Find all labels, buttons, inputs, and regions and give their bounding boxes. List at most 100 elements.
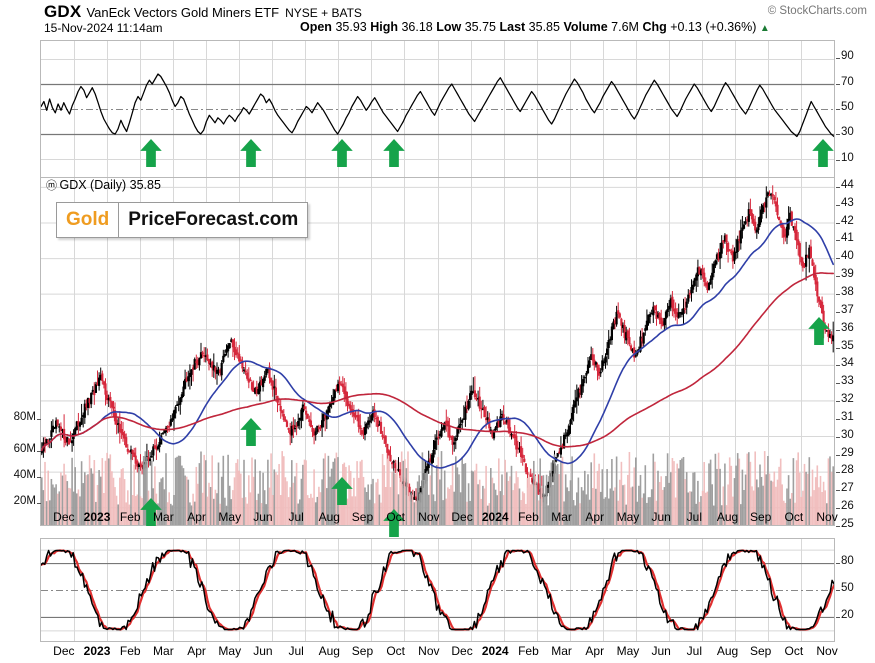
top-ytick-10: 10 — [841, 151, 854, 164]
price-ytick-35: 35 — [841, 339, 854, 352]
price-ytick-40: 40 — [841, 250, 854, 263]
xtick-jun: Jun — [651, 644, 671, 658]
price-ytick-25: 25 — [841, 518, 854, 530]
volume-ytick-40M: 40M — [13, 469, 36, 481]
watermark-brand: Gold — [57, 203, 120, 237]
volume-value: 7.6M — [611, 20, 639, 34]
xtick-oct: Oct — [784, 510, 804, 524]
last-value: 35.85 — [528, 20, 560, 34]
xtick-2023: 2023 — [83, 510, 111, 524]
top-ytick-50: 50 — [841, 101, 854, 113]
series-label-text: GDX (Daily) 35.85 — [59, 178, 161, 192]
xtick-may: May — [218, 644, 242, 658]
volume-ytick-mark — [37, 419, 41, 420]
price-ytick-42: 42 — [841, 214, 854, 227]
top-buy-signal-arrow-5 — [812, 139, 834, 168]
quote-datetime: 15-Nov-2024 11:14am — [44, 21, 163, 35]
top-buy-signal-arrow-1 — [140, 139, 163, 168]
bottom-ytick-mark — [836, 590, 840, 591]
exchange-label: NYSE + BATS — [285, 6, 362, 20]
price-ytick-43: 43 — [841, 196, 854, 209]
price-ytick-32: 32 — [841, 393, 854, 406]
top-ytick-30: 30 — [841, 126, 854, 139]
price-ytick-30: 30 — [841, 428, 854, 441]
xtick-dec: Dec — [53, 510, 75, 524]
top-ytick-mark — [836, 159, 840, 161]
xtick-feb: Feb — [119, 644, 141, 658]
price-ytick-mark — [836, 294, 840, 295]
price-ytick-mark — [836, 365, 840, 367]
chg-value: +0.13 (+0.36%) — [670, 20, 757, 34]
bottom-ytick-mark — [836, 617, 840, 619]
price-ytick-27: 27 — [841, 482, 854, 495]
volume-ytick-mark — [37, 503, 41, 504]
last-label: Last — [499, 20, 526, 34]
xtick-nov: Nov — [418, 644, 440, 658]
price-buy-signal-arrow-5 — [808, 317, 830, 346]
xtick-oct: Oct — [386, 510, 406, 524]
price-ytick-mark — [836, 311, 840, 313]
top-ytick-90: 90 — [841, 50, 854, 63]
xtick-2024: 2024 — [481, 510, 509, 524]
xtick-dec: Dec — [451, 644, 473, 658]
panel-bottom-oscillator — [40, 538, 835, 642]
volume-ytick-mark — [37, 451, 41, 452]
xtick-mar: Mar — [153, 510, 174, 524]
chg-label: Chg — [642, 20, 667, 34]
xtick-jul: Jul — [288, 644, 304, 658]
price-ytick-44: 44 — [841, 178, 854, 191]
price-ytick-mark — [836, 436, 840, 438]
price-ytick-mark — [836, 490, 840, 492]
xtick-feb: Feb — [119, 510, 141, 524]
xtick-2024: 2024 — [481, 644, 509, 658]
xtick-sep: Sep — [351, 644, 374, 658]
xtick-aug: Aug — [716, 644, 739, 658]
symbol-ticker: GDX — [44, 2, 82, 21]
price-buy-signal-arrow-4 — [382, 508, 405, 537]
xtick-may: May — [218, 510, 242, 524]
xtick-may: May — [616, 644, 640, 658]
bottom-ytick-50: 50 — [841, 582, 854, 594]
open-label: Open — [300, 20, 332, 34]
bottom-ytick-20: 20 — [841, 609, 854, 622]
xtick-sep: Sep — [749, 644, 772, 658]
xtick-mar: Mar — [551, 644, 572, 658]
price-buy-signal-arrow-2 — [239, 418, 262, 447]
price-ytick-mark — [836, 508, 840, 510]
price-plot — [41, 178, 834, 525]
price-ytick-mark — [836, 222, 840, 224]
xtick-oct: Oct — [386, 644, 406, 658]
header-title-line: GDX VanEck Vectors Gold Miners ETF NYSE + … — [44, 2, 362, 22]
xtick-2023: 2023 — [83, 644, 111, 658]
price-ytick-26: 26 — [841, 500, 854, 513]
xtick-dec: Dec — [451, 510, 473, 524]
xtick-mar: Mar — [153, 644, 174, 658]
xtick-sep: Sep — [749, 510, 772, 524]
xtick-mar: Mar — [551, 510, 572, 524]
xtick-aug: Aug — [318, 510, 340, 524]
price-buy-signal-arrow-1 — [140, 498, 163, 527]
price-ytick-38: 38 — [841, 286, 854, 298]
xtick-jul: Jul — [686, 644, 702, 658]
volume-ytick-mark — [37, 477, 41, 478]
xtick-jun: Jun — [651, 510, 671, 524]
price-ytick-mark — [836, 347, 840, 349]
price-ytick-mark — [836, 258, 840, 260]
price-ytick-29: 29 — [841, 446, 854, 459]
stockcharts-credit: © StockCharts.com — [767, 5, 867, 17]
bottom-ytick-mark — [836, 562, 840, 564]
price-ytick-34: 34 — [841, 357, 854, 370]
price-ytick-mark — [836, 454, 840, 456]
xtick-jul: Jul — [288, 510, 304, 524]
chart-header: GDX VanEck Vectors Gold Miners ETF NYSE + … — [0, 0, 875, 40]
panel-top-oscillator — [40, 40, 835, 178]
low-label: Low — [436, 20, 462, 34]
xtick-nov: Nov — [418, 510, 440, 524]
xtick-apr: Apr — [187, 644, 206, 658]
xtick-jul: Jul — [686, 510, 702, 524]
top-ytick-70: 70 — [841, 75, 854, 88]
price-ytick-mark — [836, 276, 840, 278]
price-buy-signal-arrow-3 — [331, 477, 353, 506]
price-ytick-mark — [836, 418, 840, 420]
price-ytick-41: 41 — [841, 232, 854, 245]
